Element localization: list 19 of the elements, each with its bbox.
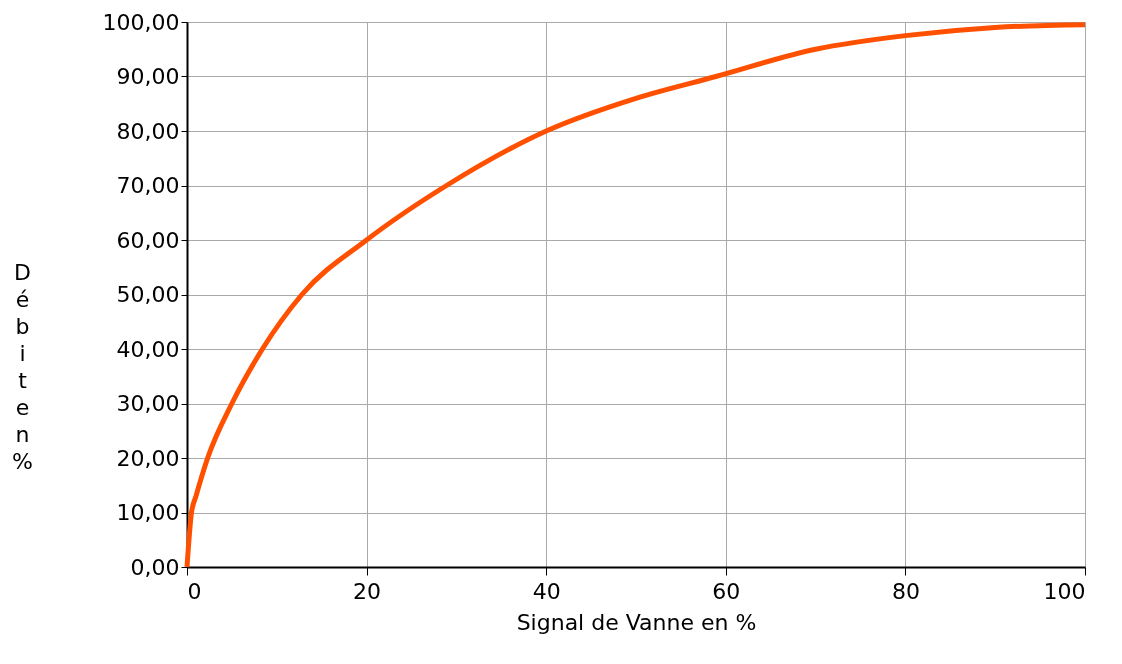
y-tick-label: 10,00 <box>116 500 180 525</box>
x-axis-title: Signal de Vanne en % <box>516 609 757 635</box>
y-tick-label: 80,00 <box>116 118 180 144</box>
y-tick-label: 30,00 <box>116 391 180 416</box>
y-tick-label: 40,00 <box>116 336 180 362</box>
y-tick-label: 90,00 <box>116 64 180 89</box>
x-tick-label: 60 <box>712 578 741 604</box>
y-tick-label: 60,00 <box>116 227 180 253</box>
y-tick-label: 0,00 <box>130 554 180 580</box>
y-tick-label: 70,00 <box>116 173 180 198</box>
x-tick-label: 40 <box>532 578 561 604</box>
y-axis-title: Débit en % <box>12 259 33 474</box>
x-tick-label: 20 <box>353 578 382 604</box>
x-tick-label: 80 <box>891 578 920 604</box>
y-tick-label: 20,00 <box>116 445 180 471</box>
x-tick-label: 100 <box>1043 578 1086 604</box>
y-tick-label: 100,00 <box>102 9 180 35</box>
x-tick-label: 0 <box>187 578 202 604</box>
y-tick-label: 50,00 <box>116 282 180 307</box>
